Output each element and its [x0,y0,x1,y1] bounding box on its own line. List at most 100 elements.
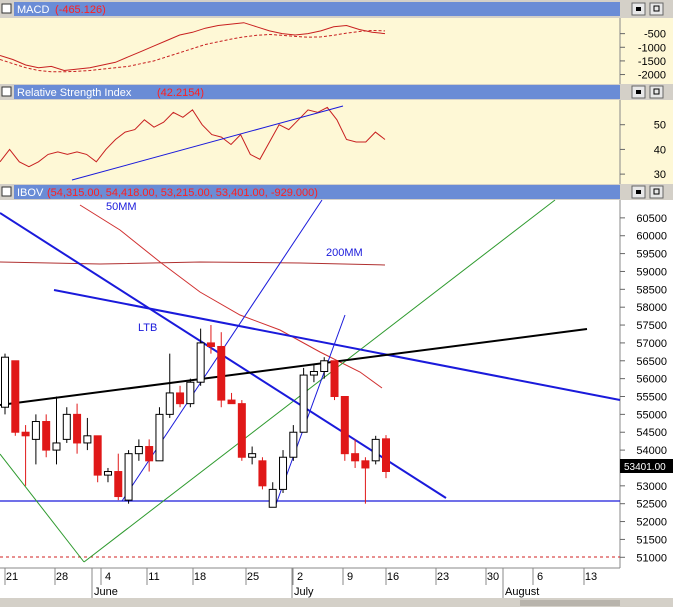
y-tick-label: 54500 [636,427,667,439]
candle [155,407,164,462]
y-tick-label: 57000 [636,338,667,350]
green-diagonal-down [0,453,85,563]
macd-maximize-button[interactable] [649,2,664,16]
candle-body [11,360,20,433]
candle [351,439,360,468]
rsi-window-buttons [631,85,664,99]
candle-body [330,360,339,398]
candle-body [320,360,329,372]
rsi-maximize-icon [653,88,660,95]
candle-body [73,413,82,444]
green-diagonal-up [83,199,556,563]
candle-body [83,435,92,444]
macd-value: (-465.126) [55,4,106,16]
macd-title-bar [14,2,620,16]
y-tick-label: 40 [654,144,666,156]
candle [52,396,61,465]
candle [176,385,185,408]
rsi-collapse-icon[interactable] [1,86,12,97]
candle-body [155,413,164,462]
candle [361,457,370,504]
price-minimize-icon [636,190,641,194]
candle-body [237,403,246,458]
candle-body [382,438,390,472]
candle-body [62,413,71,440]
macd-window-buttons [631,2,664,16]
price-value: (54,315.00, 54,418.00, 53,215.00, 53,401… [47,187,318,199]
rsi-value: (42.2154) [157,87,204,99]
candle-body [124,453,133,501]
macd-y-axis: -500-1000 -1500 -2000 [620,29,666,82]
candle [134,439,143,461]
candle-body [206,342,215,347]
candle [114,453,123,501]
candle [279,450,288,493]
y-tick-label: 56000 [636,374,667,386]
x-tick-label: 13 [585,571,597,583]
candle-body [258,460,267,487]
price-maximize-button[interactable] [649,185,664,199]
candle [371,435,380,465]
x-tick-label: 18 [194,571,206,583]
candle-body [21,431,30,437]
candle-body [93,435,102,476]
time-axis: 21 28 4 11 18 25 2 9 16 23 30 6 13 June July August [4,568,597,598]
y-tick-label: 51000 [636,552,667,564]
x-tick-label: 28 [56,571,68,583]
last-price-marker [620,459,673,473]
y-tick-label: 60000 [636,231,667,243]
scrollbar-thumb[interactable] [520,600,620,606]
candle-body [186,381,195,405]
x-tick-label: 30 [487,571,499,583]
macd-collapse-icon[interactable] [1,3,12,14]
candle-body [1,356,9,408]
annotation-50mm: 50MM [106,201,137,213]
candle-body [361,460,370,469]
candle [145,439,154,472]
x-tick-label: 9 [347,571,353,583]
candle [21,425,30,486]
y-tick-label: 51500 [636,534,667,546]
candle-body [42,421,51,451]
candle [309,364,318,383]
candle-body [52,442,61,451]
candle [62,407,71,443]
candle [258,457,267,490]
candles [1,325,390,508]
candle [165,353,174,418]
last-price-label: 53401.00 [624,462,666,473]
macd-scroll-down-icon [636,7,641,11]
series-line-0 [0,106,386,168]
rsi-maximize-button[interactable] [649,85,664,99]
x-tick-label: 21 [6,571,18,583]
y-tick-label: -500 [644,29,666,41]
candle-body [371,438,380,462]
y-tick-label: 55500 [636,392,667,404]
candle [42,414,51,458]
price-title-bar [14,185,620,199]
horizontal-scrollbar[interactable] [0,598,673,607]
candle [93,435,102,483]
candle-body [145,446,154,462]
candle-body [340,396,349,455]
candle [320,357,329,379]
x-tick-label: 6 [537,571,543,583]
candle [217,332,226,408]
macd-title: MACD [17,4,49,16]
candle-body [103,471,112,476]
candle-body [114,471,123,498]
candle-body [299,374,308,433]
y-tick-label: -1000 [638,42,666,54]
price-collapse-icon[interactable] [1,186,12,197]
y-tick-label: 30 [654,169,666,181]
y-tick-label: 53000 [636,481,667,493]
candle-body [227,399,236,405]
y-tick-label: 58500 [636,284,667,296]
x-tick-label: 25 [247,571,259,583]
x-month-label: June [94,586,118,598]
rsi-trend-line [71,105,344,181]
x-tick-label: 23 [437,571,449,583]
candle [227,392,236,405]
candle-body [268,488,277,508]
